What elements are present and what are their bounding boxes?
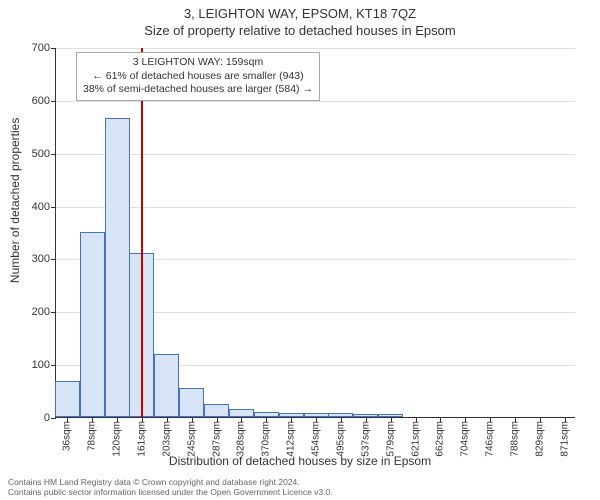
x-tick-label: 245sqm <box>186 421 197 457</box>
chart-plot-area: 0100200300400500600700 3 LEIGHTON WAY: 1… <box>55 48 575 418</box>
y-tick <box>51 101 56 102</box>
x-tick-label: 495sqm <box>335 421 346 457</box>
chart-container: 3, LEIGHTON WAY, EPSOM, KT18 7QZ Size of… <box>0 0 600 500</box>
y-tick-label: 500 <box>32 148 50 160</box>
grid-line <box>56 207 575 208</box>
histogram-bar <box>229 409 254 417</box>
histogram-bar <box>154 354 179 417</box>
grid-line <box>56 48 575 49</box>
y-tick <box>51 48 56 49</box>
x-tick-label: 788sqm <box>510 421 521 457</box>
x-tick-label: 704sqm <box>460 421 471 457</box>
histogram-bar <box>105 118 130 417</box>
x-tick-label: 287sqm <box>211 421 222 457</box>
footer-licence: Contains HM Land Registry data © Crown c… <box>8 477 333 498</box>
y-tick <box>51 259 56 260</box>
x-tick-label: 662sqm <box>435 421 446 457</box>
x-tick-label: 120sqm <box>112 421 123 457</box>
x-tick-label: 328sqm <box>236 421 247 457</box>
footer-line2: Contains public sector information licen… <box>8 487 333 498</box>
x-tick-label: 161sqm <box>136 421 147 457</box>
y-tick <box>51 365 56 366</box>
x-tick-label: 829sqm <box>534 421 545 457</box>
y-tick-label: 200 <box>32 306 50 318</box>
x-tick-label: 871sqm <box>559 421 570 457</box>
x-tick-label: 537sqm <box>360 421 371 457</box>
x-axis-title: Distribution of detached houses by size … <box>0 454 600 468</box>
histogram-bar <box>179 388 204 417</box>
x-tick-label: 412sqm <box>286 421 297 457</box>
grid-line <box>56 101 575 102</box>
x-tick-label: 36sqm <box>62 421 73 451</box>
x-tick-label: 203sqm <box>161 421 172 457</box>
x-tick-label: 579sqm <box>385 421 396 457</box>
x-tick-label: 454sqm <box>311 421 322 457</box>
y-tick <box>51 207 56 208</box>
y-tick-label: 400 <box>32 201 50 213</box>
histogram-bar <box>204 404 229 417</box>
footer-line1: Contains HM Land Registry data © Crown c… <box>8 477 333 488</box>
page-title-line1: 3, LEIGHTON WAY, EPSOM, KT18 7QZ <box>0 0 600 21</box>
y-tick-label: 700 <box>32 42 50 54</box>
histogram-bar <box>55 381 80 417</box>
y-tick-label: 600 <box>32 95 50 107</box>
annotation-line1: 3 LEIGHTON WAY: 159sqm <box>83 56 313 70</box>
y-tick-label: 100 <box>32 359 50 371</box>
annotation-line3: 38% of semi-detached houses are larger (… <box>83 83 313 97</box>
marker-annotation: 3 LEIGHTON WAY: 159sqm ← 61% of detached… <box>76 52 320 101</box>
property-marker-line <box>141 48 143 417</box>
annotation-line2: ← 61% of detached houses are smaller (94… <box>83 70 313 84</box>
y-tick <box>51 154 56 155</box>
histogram-bar <box>80 232 105 417</box>
x-tick-label: 746sqm <box>485 421 496 457</box>
y-tick-label: 0 <box>44 412 50 424</box>
x-tick-label: 621sqm <box>410 421 421 457</box>
y-tick-label: 300 <box>32 253 50 265</box>
x-tick-label: 370sqm <box>261 421 272 457</box>
y-tick <box>51 418 56 419</box>
y-axis-title: Number of detached properties <box>8 118 22 283</box>
y-tick <box>51 312 56 313</box>
grid-line <box>56 154 575 155</box>
x-tick-label: 78sqm <box>87 421 98 451</box>
page-title-line2: Size of property relative to detached ho… <box>0 21 600 38</box>
